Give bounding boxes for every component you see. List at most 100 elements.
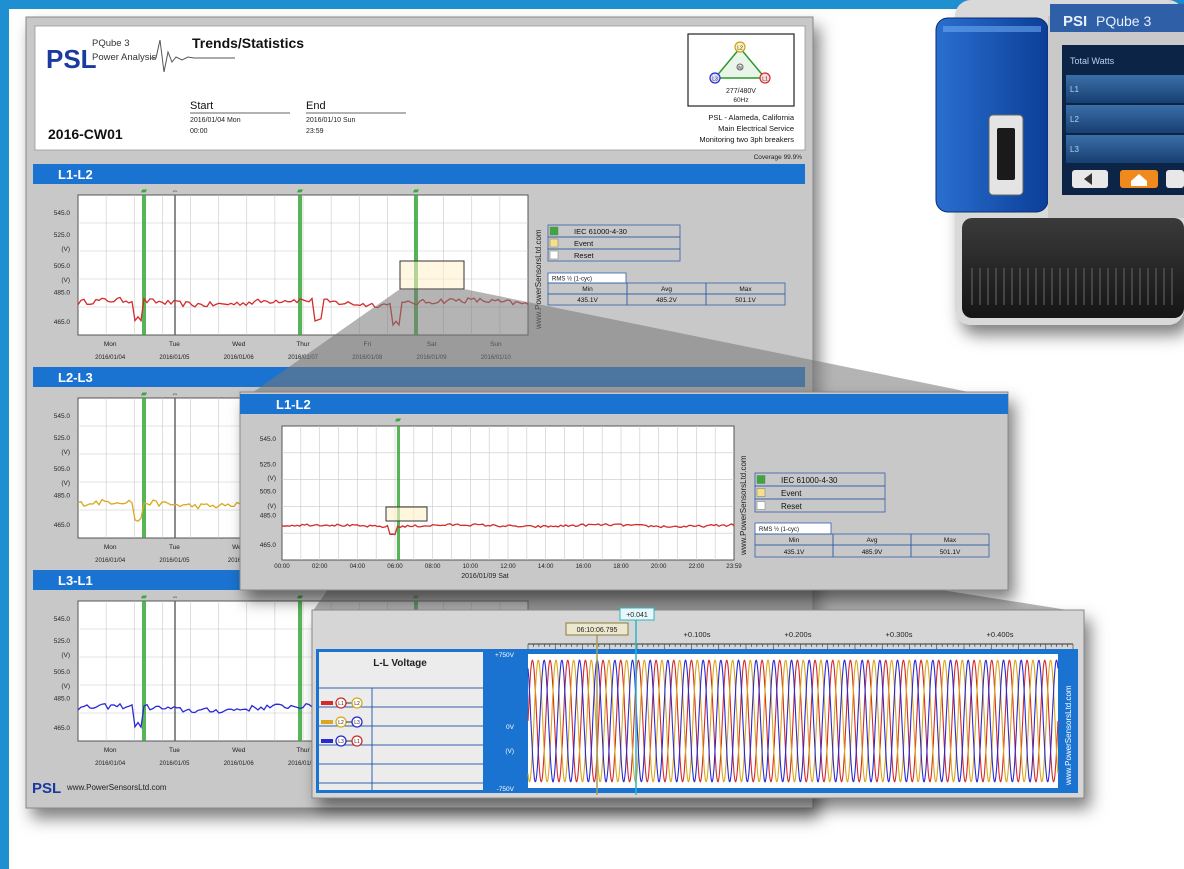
x-tick-label: Mon <box>104 341 117 348</box>
phase-node-label: L2 <box>354 701 360 707</box>
x-tick-label: Tue <box>169 544 180 551</box>
x-tick-label: Tue <box>169 747 180 754</box>
y-tick-label: 545.0 <box>260 436 277 443</box>
stats-title: RMS ½ (1-cyc) <box>759 526 799 533</box>
legend-swatch <box>756 488 766 497</box>
legend-label: Event <box>781 489 802 498</box>
back-arrow-icon <box>1084 173 1092 185</box>
coverage-text: Coverage 99.9% <box>754 154 803 161</box>
stats-value: 435.1V <box>784 549 805 556</box>
phase-node-n <box>736 63 744 71</box>
pqube-device-photo: PSI PQube 3 Total Watts L1 L2 L3 <box>935 0 1184 325</box>
x-tick-label: Thur <box>296 747 310 754</box>
stats-header: Avg <box>661 286 672 293</box>
system-voltage: 277/480V <box>726 88 756 95</box>
phase-triangle <box>713 46 767 79</box>
stats-header: Avg <box>866 537 877 544</box>
y-tick-label: 525.0 <box>54 232 71 239</box>
waveform-series-line <box>527 659 1059 783</box>
x-tick-label: 16:00 <box>576 563 592 570</box>
waveform-legend-swatch <box>321 720 333 724</box>
phase-node-l3 <box>709 72 721 84</box>
panel-title: L1-L2 <box>58 167 93 182</box>
stats-value: 501.1V <box>735 297 756 304</box>
y-tick-label: 485.0 <box>54 696 71 703</box>
x-date-label: 2016/01/04 <box>95 761 126 767</box>
device-screen-row-3: L3 <box>1070 145 1079 154</box>
x-tick-label: 04:00 <box>350 563 366 570</box>
x-tick-label: Thur <box>296 341 310 348</box>
phase-node-label: L1 <box>354 739 360 745</box>
y-tick-label: (V) <box>61 480 70 487</box>
end-label: End <box>306 100 326 112</box>
product-subtitle: Power Analysis <box>92 52 157 63</box>
phase-node-icon <box>351 735 363 747</box>
iec-marker-icon: ▰ <box>395 415 402 424</box>
reset-marker-icon: ⇔ <box>172 391 179 398</box>
x-date-label: 2016/01/05 <box>159 761 190 767</box>
report-id: 2016-CW01 <box>48 126 123 142</box>
iec-marker-icon: ▰ <box>413 186 420 195</box>
y-tick-label: 525.0 <box>260 462 277 469</box>
y-tick-label: 545.0 <box>54 413 71 420</box>
report-title: Trends/Statistics <box>192 35 304 51</box>
cursor-delta: +0.041 <box>626 612 648 619</box>
x-tick-label: Wed <box>232 341 246 348</box>
x-tick-label: 02:00 <box>312 563 328 570</box>
device-logo: PSI <box>1063 13 1087 30</box>
zoom-selection-box <box>399 260 465 290</box>
legend-label: Reset <box>574 251 595 260</box>
legend-label: Event <box>574 239 594 248</box>
y-tick-label: 525.0 <box>54 435 71 442</box>
waveform-title: L-L Voltage <box>373 658 427 669</box>
x-tick-label: 23:59 <box>726 563 742 570</box>
zoom-selection-box <box>385 506 428 522</box>
waveform-y-tick: (V) <box>505 748 514 755</box>
legend-swatch <box>549 250 559 260</box>
y-tick-label: (V) <box>267 475 276 482</box>
watermark-text: www.PowerSensorsLtd.com <box>739 455 748 556</box>
iec-marker-icon: ▰ <box>297 186 304 195</box>
phase-node-l1 <box>759 72 771 84</box>
y-tick-label: 505.0 <box>260 488 277 495</box>
x-tick-label: 22:00 <box>689 563 705 570</box>
footer-logo: PSL <box>32 780 61 797</box>
x-tick-label: 18:00 <box>613 563 629 570</box>
frame-border-top <box>0 0 1184 9</box>
y-tick-label: 545.0 <box>54 616 71 623</box>
system-frequency: 60Hz <box>733 97 748 104</box>
start-time: 00:00 <box>190 128 208 135</box>
stats-value: 485.2V <box>656 297 677 304</box>
legend-label: Reset <box>781 502 803 511</box>
y-tick-label: 485.0 <box>54 290 71 297</box>
x-tick-label: Wed <box>232 747 246 754</box>
panel-title: L1-L2 <box>276 397 311 412</box>
waveform-series-line <box>527 659 1059 783</box>
watermark-text: www.PowerSensorsLtd.com <box>534 229 543 330</box>
waveform-y-tick: -750V <box>497 786 515 793</box>
y-tick-label: 465.0 <box>54 319 71 326</box>
callout-wedge-weekly <box>242 289 1008 400</box>
phase-label-l1: L1 <box>762 77 768 83</box>
x-date-label: 2016/01 <box>228 558 250 564</box>
phase-node-label: L1 <box>338 701 344 707</box>
iec-marker-icon: ▰ <box>141 389 148 398</box>
y-tick-label: (V) <box>61 277 70 284</box>
daily-panel-l1-l2: L1-L2 ▰ 545.0 525.0 (V) 505.0 (V) 485.0 465.0 00:… <box>239 391 1009 591</box>
legend-row <box>754 498 886 513</box>
stats-value-cell <box>705 293 786 306</box>
x-date-label: 2016/01/04 <box>95 355 126 361</box>
device-next-button <box>1166 170 1184 188</box>
y-tick-label: (V) <box>267 503 276 510</box>
legend-swatch <box>756 475 766 484</box>
x-date-label: 2016/01/04 <box>95 558 126 564</box>
iec-marker-icon: ▰ <box>141 592 148 601</box>
legend-swatch <box>549 238 559 248</box>
stats-header: Min <box>582 286 593 293</box>
stats-value: 435.1V <box>577 297 598 304</box>
stats-title: RMS ½ (1-cyc) <box>552 276 592 283</box>
y-tick-label: 545.0 <box>54 210 71 217</box>
phase-node-label: L2 <box>338 720 344 726</box>
waveform-window: L-L Voltage L1 L2 L2 L3 L3 L1 +750V 0V (V) -750V +0… <box>311 607 1085 799</box>
iec-marker-band <box>397 426 400 560</box>
